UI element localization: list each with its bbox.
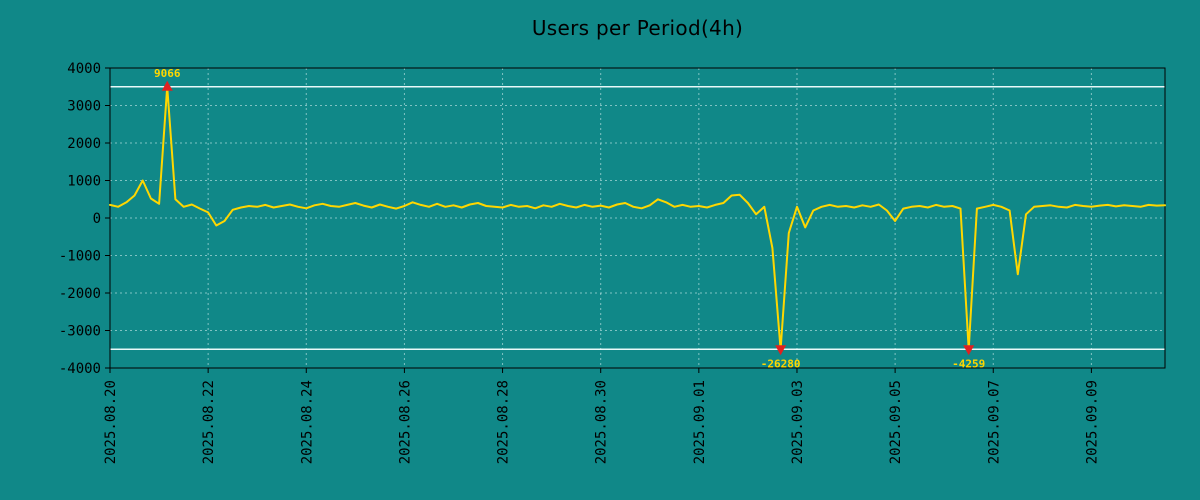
- x-tick-label: 2025.09.03: [790, 380, 806, 464]
- y-tick-label: 4000: [67, 61, 101, 77]
- x-tick-label: 2025.08.26: [397, 380, 413, 464]
- x-tick-label: 2025.08.20: [103, 380, 119, 464]
- extreme-marker: [161, 80, 173, 91]
- extreme-marker: [963, 345, 975, 356]
- y-tick-label: 0: [93, 211, 101, 227]
- y-tick-label: 3000: [67, 99, 101, 115]
- y-tick-label: -4000: [59, 361, 101, 377]
- x-tick-label: 2025.08.30: [594, 380, 610, 464]
- chart-title: Users per Period(4h): [531, 16, 744, 40]
- x-tick-label: 2025.08.28: [496, 380, 512, 464]
- x-tick-label: 2025.09.09: [1084, 380, 1100, 464]
- y-tick-label: 2000: [67, 136, 101, 152]
- y-tick-label: -1000: [59, 249, 101, 265]
- extreme-label: -26280: [761, 357, 801, 370]
- data-line: [109, 85, 1166, 351]
- x-tick-label: 2025.09.01: [692, 380, 708, 464]
- extreme-label: 9066: [154, 67, 181, 80]
- extreme-marker: [775, 345, 787, 356]
- y-tick-label: -2000: [59, 286, 101, 302]
- extreme-label: -4259: [952, 357, 985, 370]
- x-tick-label: 2025.09.07: [986, 380, 1002, 464]
- x-tick-label: 2025.08.22: [201, 380, 217, 464]
- y-tick-label: -3000: [59, 324, 101, 340]
- y-tick-label: 1000: [67, 174, 101, 190]
- x-tick-label: 2025.09.05: [888, 380, 904, 464]
- x-tick-label: 2025.08.24: [299, 380, 315, 464]
